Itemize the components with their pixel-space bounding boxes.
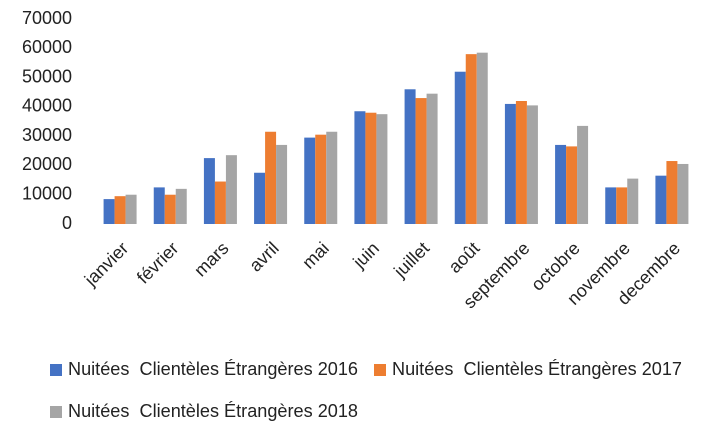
y-tick-label: 70000: [22, 8, 72, 28]
bar: [605, 187, 617, 224]
x-tick-label: juin: [348, 238, 383, 273]
x-tick-label: août: [445, 238, 484, 277]
bar: [555, 144, 567, 224]
bar: [577, 125, 589, 224]
legend-swatch: [374, 364, 386, 376]
x-tick-label: avril: [245, 238, 282, 275]
legend-label: Nuitées Clientèles Étrangères 2016: [68, 359, 358, 379]
bar: [476, 52, 488, 224]
bar: [566, 146, 578, 224]
bar: [404, 89, 416, 225]
bar: [616, 187, 628, 224]
bar: [376, 114, 388, 224]
legend-label: Nuitées Clientèles Étrangères 2017: [392, 359, 682, 379]
bar: [214, 181, 226, 224]
bar: [225, 155, 237, 224]
bar: [175, 188, 187, 224]
bar: [354, 111, 366, 224]
x-tick-label: mars: [190, 238, 232, 280]
bar: [666, 161, 678, 224]
y-tick-label: 30000: [22, 125, 72, 145]
y-tick-label: 40000: [22, 96, 72, 116]
bar: [315, 134, 327, 224]
y-tick-label: 10000: [22, 183, 72, 203]
bar: [677, 163, 689, 224]
bar: [415, 98, 427, 224]
bar: [276, 144, 288, 224]
bar: [504, 103, 516, 224]
bar: [114, 196, 126, 224]
legend-label: Nuitées Clientèles Étrangères 2018: [68, 401, 358, 421]
bar: [203, 158, 215, 224]
x-tick-label: janvier: [80, 238, 132, 290]
bar: [426, 93, 438, 224]
bar: [125, 194, 137, 224]
x-tick-label: février: [133, 238, 183, 288]
y-tick-label: 20000: [22, 154, 72, 174]
bar: [103, 199, 115, 224]
y-tick-label: 50000: [22, 66, 72, 86]
x-tick-label: juillet: [389, 238, 433, 282]
bar: [465, 54, 477, 225]
legend-swatch: [50, 364, 62, 376]
bar: [454, 71, 466, 224]
x-tick-label: mai: [298, 238, 333, 273]
bar: [265, 131, 277, 224]
bar: [153, 187, 165, 224]
bar: [254, 172, 266, 224]
y-tick-label: 60000: [22, 37, 72, 57]
bar: [526, 105, 538, 224]
legend-swatch: [50, 406, 62, 418]
y-tick-label: 0: [62, 213, 72, 233]
bar: [164, 194, 176, 224]
bar: [515, 101, 527, 224]
bar: [655, 175, 667, 224]
bar: [365, 112, 377, 224]
bar: [326, 131, 338, 224]
bar: [627, 178, 639, 224]
bar: [304, 137, 316, 224]
